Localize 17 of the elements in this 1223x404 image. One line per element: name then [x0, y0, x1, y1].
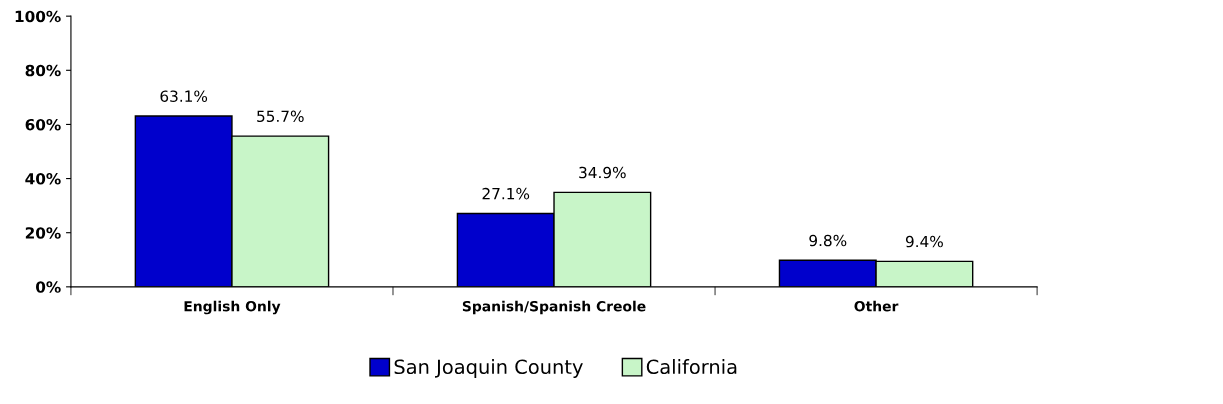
y-tick-label: 80%: [25, 64, 61, 77]
data-label: 27.1%: [482, 187, 530, 200]
x-tick-label: Other: [854, 300, 899, 312]
y-tick-label: 100%: [15, 10, 61, 23]
y-tick-label: 0%: [36, 281, 61, 293]
y-tick-label: 40%: [25, 173, 61, 185]
data-label: 55.7%: [257, 110, 304, 122]
legend-label: San Joaquin County: [394, 359, 583, 378]
data-label: 34.9%: [579, 166, 626, 179]
data-label: 9.8%: [809, 234, 847, 247]
x-tick-label: English Only: [184, 300, 281, 315]
data-label: 9.4%: [905, 235, 943, 248]
data-label: 63.1%: [160, 90, 208, 102]
x-tick-label: Spanish/Spanish Creole: [462, 300, 646, 315]
y-tick-label: 60%: [25, 118, 61, 131]
y-tick-label: 20%: [25, 227, 61, 239]
legend-label: California: [646, 359, 737, 375]
